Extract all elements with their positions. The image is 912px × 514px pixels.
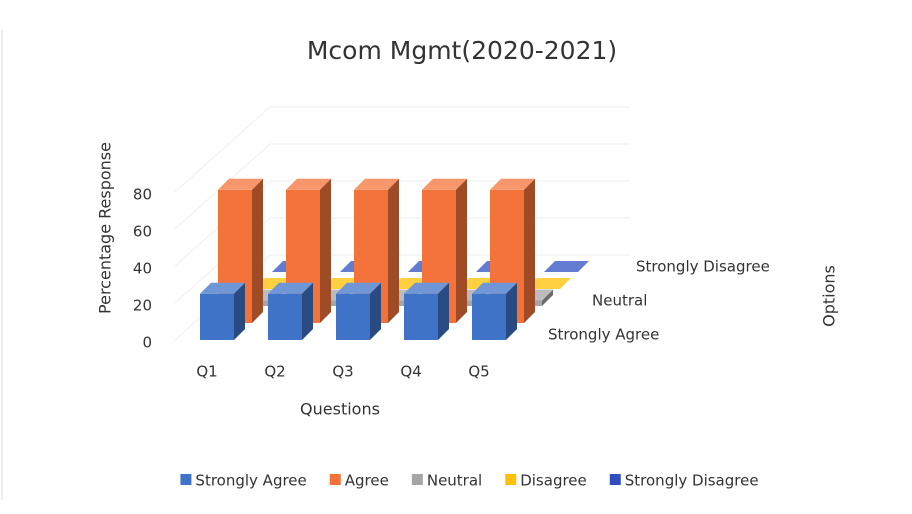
- bar-top: [472, 282, 517, 294]
- legend-label: Strongly Agree: [195, 472, 306, 490]
- y-tick-label: 40: [133, 260, 152, 278]
- x-tick-label: Q4: [400, 363, 421, 381]
- chart-title: Mcom Mgmt(2020-2021): [307, 36, 617, 65]
- x-tick-label: Q5: [468, 363, 489, 381]
- bar-side: [506, 282, 517, 340]
- legend-label: Strongly Disagree: [625, 472, 759, 490]
- legend-swatch: [609, 474, 621, 485]
- bar-side: [252, 178, 263, 323]
- bar-side: [524, 178, 535, 323]
- bar: [544, 261, 589, 272]
- y-tick-label: 80: [133, 186, 152, 204]
- bar-side: [542, 289, 553, 306]
- bar-top: [336, 282, 381, 294]
- y-tick-label: 60: [133, 223, 152, 241]
- bar-side: [370, 282, 381, 340]
- bar-side: [302, 282, 313, 340]
- bar-side: [234, 282, 245, 340]
- bar-top: [422, 178, 467, 190]
- x-tick-label: Q1: [196, 363, 217, 381]
- legend-swatch: [329, 474, 341, 485]
- bar-top: [404, 282, 449, 294]
- z-tick-label: Neutral: [592, 292, 647, 310]
- bar-top: [490, 178, 535, 190]
- legend-label: Agree: [345, 472, 389, 490]
- y-tick-label: 20: [133, 297, 152, 315]
- bar: [200, 282, 245, 340]
- bar-front: [404, 293, 438, 340]
- bar-side: [438, 282, 449, 340]
- legend-label: Disagree: [520, 472, 587, 490]
- bar-side: [388, 178, 399, 323]
- legend-label: Neutral: [427, 472, 482, 490]
- legend-swatch: [180, 474, 192, 485]
- bar-side: [456, 178, 467, 323]
- bar-top: [268, 282, 313, 294]
- bar-side: [320, 178, 331, 323]
- bar-front: [200, 293, 234, 340]
- grid-line: [174, 106, 630, 193]
- bar-top: [354, 178, 399, 190]
- bar-top: [218, 178, 263, 190]
- x-tick-label: Q3: [332, 363, 353, 381]
- y-tick-label: 0: [142, 334, 152, 352]
- x-axis-title: Questions: [300, 400, 380, 419]
- bar-top: [200, 282, 245, 294]
- z-tick-label: Strongly Disagree: [636, 258, 770, 276]
- y-axis-title: Percentage Response: [96, 142, 115, 314]
- legend-swatch: [505, 474, 517, 485]
- bar-top: [286, 178, 331, 190]
- legend-swatch: [411, 474, 423, 485]
- bar: [336, 282, 381, 340]
- bar-front: [336, 293, 370, 340]
- bar: [526, 278, 571, 289]
- z-axis-title: Options: [820, 265, 839, 327]
- z-tick-label: Strongly Agree: [548, 326, 659, 344]
- bar-front: [268, 293, 302, 340]
- bar: [472, 282, 517, 340]
- grid-line: [174, 143, 630, 230]
- bar: [268, 282, 313, 340]
- bar-top: [526, 278, 571, 289]
- bar: [404, 282, 449, 340]
- bar-front: [472, 293, 506, 340]
- bar-top: [544, 261, 589, 272]
- x-tick-label: Q2: [264, 363, 285, 381]
